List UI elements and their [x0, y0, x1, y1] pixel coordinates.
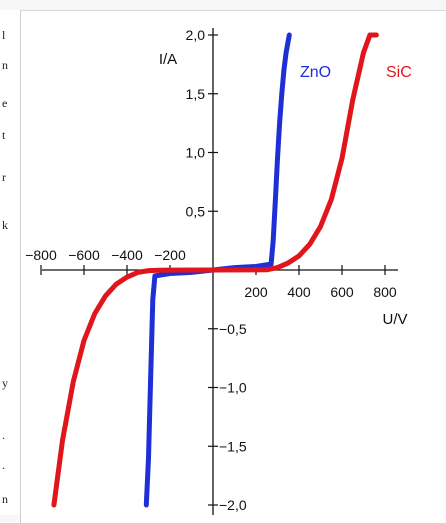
series-line-sic	[51, 32, 379, 508]
y-tick-label: 1,0	[186, 145, 206, 161]
side-letter: t	[2, 128, 6, 142]
x-tick-label: 400	[287, 284, 311, 300]
series-line-zno	[143, 32, 292, 508]
x-axis-title: U/V	[382, 311, 407, 328]
series-label-zno: ZnO	[300, 64, 331, 81]
x-tick-label: −400	[111, 247, 143, 263]
y-tick-label: 2,0	[186, 27, 206, 43]
x-tick-label: −800	[25, 247, 57, 263]
y-tick-label: 0,5	[186, 203, 206, 219]
chart-series	[51, 32, 379, 508]
side-letter: e	[2, 96, 8, 110]
cropped-text-column: l n e t r k y.. n	[0, 10, 20, 515]
y-tick-label: −1,5	[219, 438, 247, 454]
y-tick-label: 1,5	[186, 86, 206, 102]
y-tick-label: −0,5	[219, 321, 247, 337]
side-letter: l	[2, 28, 6, 42]
x-tick-label: 200	[244, 284, 268, 300]
side-letter: .	[2, 458, 5, 472]
y-axis-title: I/A	[159, 51, 177, 68]
side-letter: r	[2, 170, 6, 184]
side-letter: n	[2, 492, 8, 506]
series-label-sic: SiC	[386, 64, 412, 81]
x-tick-label: 800	[373, 284, 397, 300]
x-tick-label: −600	[68, 247, 100, 263]
x-tick-label: 600	[330, 284, 354, 300]
chart-labels: I/A U/V ZnO SiC	[159, 51, 412, 328]
y-tick-label: −2,0	[219, 497, 247, 513]
side-letter: y	[2, 376, 8, 390]
side-letter: n	[2, 58, 8, 72]
y-tick-label: −1,0	[219, 380, 247, 396]
side-letter: .	[2, 428, 5, 442]
side-letter: k	[2, 218, 8, 232]
chart-ticks: −800 −600 −400 −200 200 400 600 800 2,0 1,5 1,0 0,5…	[25, 27, 397, 513]
x-tick-label: −200	[154, 247, 186, 263]
